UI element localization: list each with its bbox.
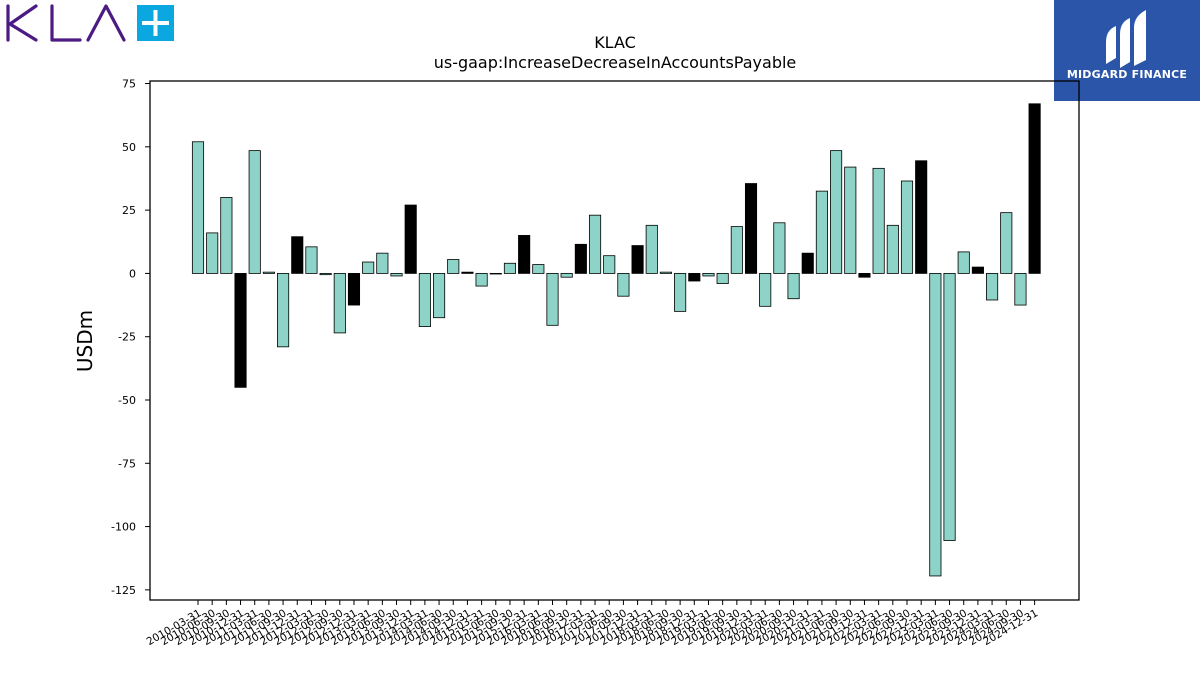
bar-2016-12-31 — [574, 243, 587, 274]
bar-2012-12-31 — [347, 273, 361, 306]
bar-2019-03-31 — [702, 273, 715, 277]
bar-2023-03-31 — [929, 273, 942, 577]
midgard-mark-icon — [1106, 10, 1146, 68]
bar-2011-06-30 — [262, 271, 275, 274]
bar-2024-03-31 — [986, 273, 999, 301]
chart-subtitle: us-gaap:IncreaseDecreaseInAccountsPayabl… — [434, 53, 797, 72]
bar-2016-06-30 — [546, 273, 559, 326]
bar-2014-03-31 — [418, 273, 431, 327]
bar-2023-12-31 — [971, 266, 984, 274]
bar-2020-09-30 — [787, 273, 800, 300]
bar-2015-09-30 — [503, 262, 517, 274]
plot-frame — [149, 80, 1080, 601]
bar-2014-09-30 — [447, 259, 460, 274]
bar-2011-09-30 — [277, 273, 290, 348]
bar-2019-06-30 — [716, 273, 729, 284]
bar-2019-09-30 — [730, 226, 743, 274]
bar-2015-06-30 — [489, 273, 502, 275]
y-tick-label: 0 — [129, 267, 136, 280]
bar-2024-12-31 — [1028, 103, 1041, 274]
bar-2020-12-31 — [801, 252, 814, 274]
bar-2010-06-30 — [206, 232, 219, 274]
x-axis: 2010-03-312010-06-302010-09-302010-12-31… — [145, 600, 1040, 648]
bar-2016-09-30 — [560, 273, 573, 278]
bar-2022-03-31 — [872, 167, 885, 274]
bar-2018-06-30 — [659, 271, 672, 274]
y-tick-label: 50 — [122, 141, 136, 154]
bar-2021-03-31 — [815, 190, 828, 274]
y-tick-label: -125 — [111, 584, 136, 597]
bar-2021-06-30 — [830, 150, 843, 274]
bar-2021-12-31 — [858, 273, 871, 278]
y-tick-label: 75 — [122, 78, 136, 91]
bar-2019-12-31 — [744, 183, 758, 274]
bar-2013-03-31 — [362, 261, 375, 274]
bar-2017-09-30 — [617, 273, 630, 297]
bar-2014-06-30 — [433, 273, 446, 319]
bar-2017-12-31 — [631, 245, 644, 274]
bar-2024-09-30 — [1014, 273, 1027, 306]
y-tick-label: -50 — [118, 394, 136, 407]
chart-title: KLAC — [594, 33, 636, 52]
bar-2020-03-31 — [759, 273, 772, 307]
bar-2020-06-30 — [773, 222, 786, 274]
bar-2017-06-30 — [603, 255, 616, 274]
bar-2023-06-30 — [943, 273, 956, 541]
bar-2015-03-31 — [475, 273, 488, 287]
bar-2022-12-31 — [915, 160, 928, 274]
bar-2013-06-30 — [376, 252, 389, 274]
bar-2010-03-31 — [191, 141, 205, 274]
bar-2018-09-30 — [674, 273, 687, 312]
bar-2023-09-30 — [957, 251, 970, 274]
y-axis: 75 50 25 0 -25 -50 -75 -100 -125 — [111, 78, 150, 597]
bar-2021-09-30 — [844, 166, 857, 274]
bar-2018-03-31 — [645, 224, 658, 274]
bars-group — [191, 103, 1041, 577]
bar-2013-12-31 — [404, 204, 417, 274]
bar-2012-06-30 — [319, 273, 332, 276]
bar-2017-03-31 — [588, 214, 602, 274]
bar-2024-06-30 — [1000, 212, 1013, 274]
bar-2011-12-31 — [291, 236, 304, 274]
bar-2022-09-30 — [900, 180, 914, 274]
bar-2011-03-31 — [248, 150, 261, 274]
kla-logo — [6, 4, 174, 42]
bar-2014-12-31 — [461, 271, 474, 274]
bar-2022-06-30 — [886, 224, 899, 274]
bar-2013-09-30 — [390, 273, 403, 277]
bar-2012-03-31 — [305, 246, 318, 274]
bar-2010-09-30 — [220, 197, 233, 274]
y-tick-label: 25 — [122, 204, 136, 217]
bar-2015-12-31 — [518, 235, 531, 274]
bar-2012-09-30 — [333, 273, 346, 334]
midgard-finance-logo: MIDGARD FINANCE — [1054, 0, 1200, 101]
y-tick-label: -100 — [111, 521, 136, 534]
bar-2018-12-31 — [688, 273, 701, 282]
y-axis-label: USDm — [73, 310, 97, 372]
y-tick-label: -25 — [118, 331, 136, 344]
midgard-brand-text: MIDGARD FINANCE — [1066, 68, 1188, 81]
bar-2010-12-31 — [234, 273, 247, 388]
bar-2016-03-31 — [532, 264, 545, 274]
y-tick-label: -75 — [118, 457, 136, 470]
